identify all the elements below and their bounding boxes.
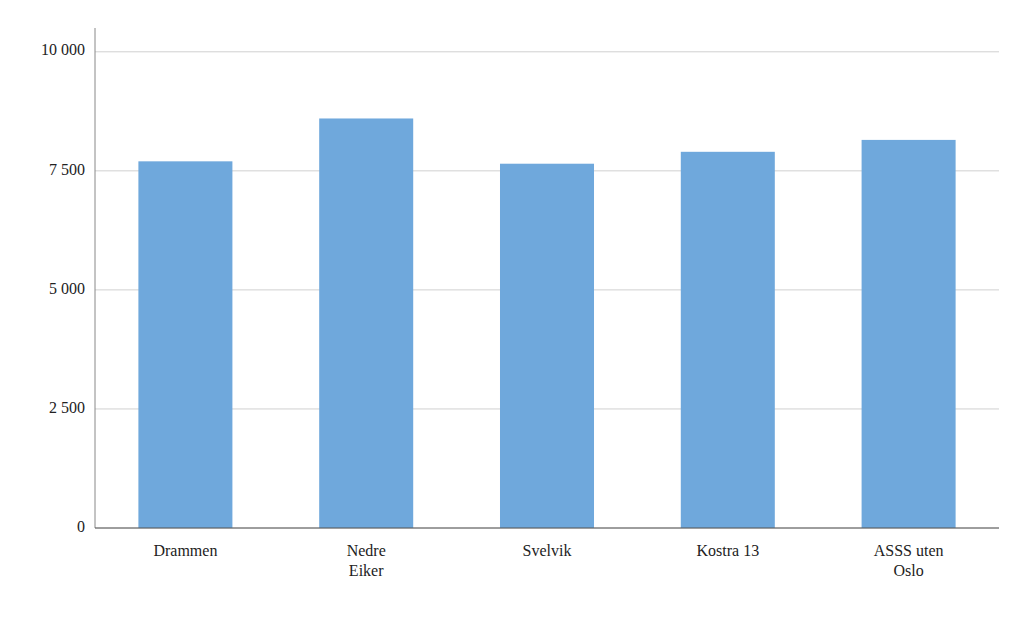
x-tick-label: Drammen — [153, 542, 217, 559]
x-tick-label: Kostra 13 — [696, 542, 759, 559]
y-tick-label: 2 500 — [49, 399, 85, 416]
y-tick-label: 0 — [77, 518, 85, 535]
x-axis-line — [95, 528, 999, 529]
x-tick-labels: Drammen NedreEiker Svelvik Kostra 13 ASSS ut… — [153, 542, 943, 579]
bars — [138, 118, 955, 528]
y-tick-label: 5 000 — [49, 280, 85, 297]
bar — [681, 152, 775, 528]
grid-line — [95, 528, 999, 529]
grid — [95, 52, 999, 528]
x-tick-label: NedreEiker — [347, 542, 386, 579]
x-tick-label: Svelvik — [523, 542, 572, 559]
grid-line — [95, 51, 999, 52]
bar — [862, 140, 956, 528]
bar — [138, 161, 232, 528]
chart: 0 2 500 5 000 7 500 10 000 Drammen NedreEiker S… — [0, 0, 1024, 633]
y-axis-line — [95, 28, 96, 528]
bar — [500, 164, 594, 528]
y-tick-label: 7 500 — [49, 161, 85, 178]
bar — [319, 118, 413, 528]
y-tick-label: 10 000 — [41, 41, 85, 58]
chart-container: 0 2 500 5 000 7 500 10 000 Drammen NedreEiker S… — [0, 0, 1024, 633]
y-tick-labels: 0 2 500 5 000 7 500 10 000 — [41, 41, 85, 534]
x-tick-label: ASSS utenOslo — [874, 542, 944, 579]
